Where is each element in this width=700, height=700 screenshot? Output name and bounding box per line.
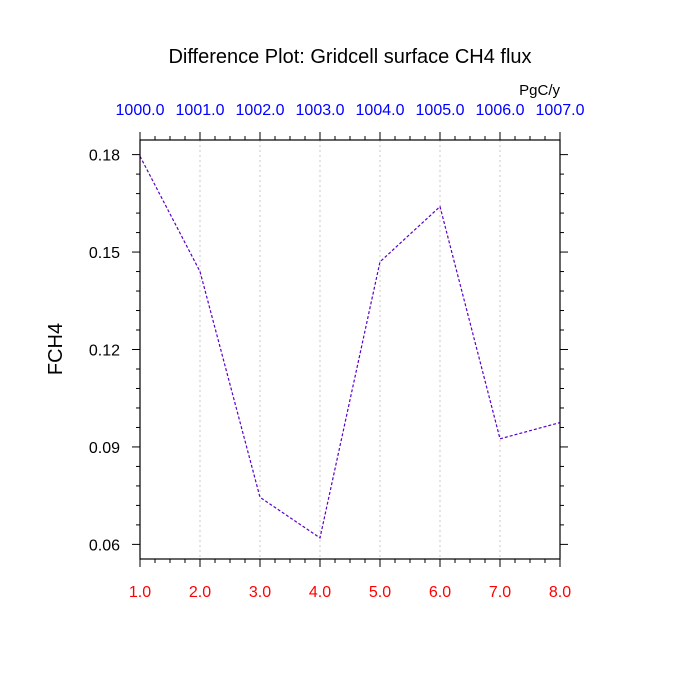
- x-tick-label-top: 1003.0: [296, 102, 345, 119]
- x-tick-label-bottom: 5.0: [369, 584, 391, 601]
- y-tick-label: 0.06: [89, 537, 120, 554]
- y-tick-label: 0.09: [89, 440, 120, 457]
- x-tick-label-bottom: 1.0: [129, 584, 151, 601]
- ticks: [132, 132, 568, 567]
- x-tick-label-top: 1004.0: [356, 102, 405, 119]
- x-tick-label-bottom: 4.0: [309, 584, 331, 601]
- x-tick-label-top: 1002.0: [236, 102, 285, 119]
- x-tick-label-top: 1001.0: [176, 102, 225, 119]
- x-tick-label-bottom: 7.0: [489, 584, 511, 601]
- x-tick-label-top: 1006.0: [476, 102, 525, 119]
- series-layer: [139, 155, 561, 539]
- y-tick-label: 0.18: [89, 148, 120, 165]
- series-line: [139, 155, 561, 539]
- chart-title: Difference Plot: Gridcell surface CH4 fl…: [168, 46, 531, 68]
- y-axis-label: FCH4: [45, 323, 67, 375]
- x-tick-label-bottom: 2.0: [189, 584, 211, 601]
- x-tick-label-bottom: 6.0: [429, 584, 451, 601]
- x-tick-label-top: 1007.0: [536, 102, 585, 119]
- units-label: PgC/y: [519, 82, 560, 99]
- tick-labels: 1.0 2.0 3.0 4.0 5.0 6.0 7.0 8.0 1000.0 1001.0 1002…: [89, 102, 585, 601]
- x-tick-label-bottom: 8.0: [549, 584, 571, 601]
- x-tick-label-top: 1005.0: [416, 102, 465, 119]
- y-tick-label: 0.15: [89, 245, 120, 262]
- y-tick-label: 0.12: [89, 343, 120, 360]
- x-tick-label-top: 1000.0: [116, 102, 165, 119]
- x-tick-label-bottom: 3.0: [249, 584, 271, 601]
